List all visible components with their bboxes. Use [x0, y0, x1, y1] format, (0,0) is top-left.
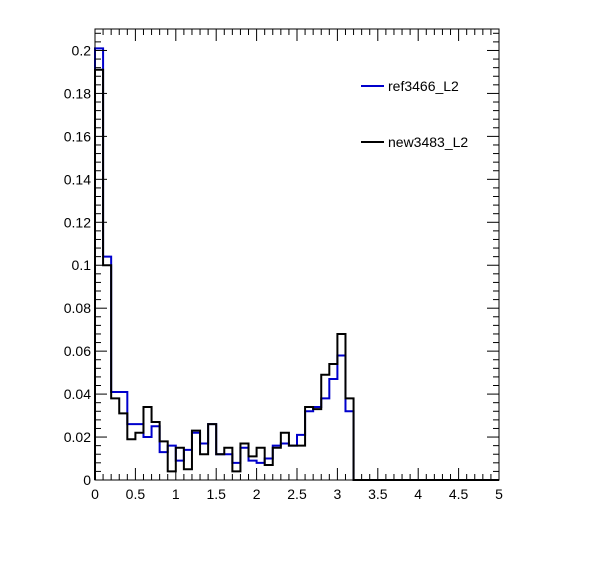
x-tick-label: 2.5 — [287, 486, 307, 502]
y-tick-label: 0.14 — [64, 171, 91, 187]
x-tick-label: 0.5 — [126, 486, 146, 502]
y-tick-label: 0.06 — [64, 343, 91, 359]
y-tick-label: 0.1 — [72, 257, 92, 273]
y-tick-label: 0 — [83, 472, 91, 488]
x-tick-label: 0 — [91, 486, 99, 502]
y-tick-label: 0.16 — [64, 128, 91, 144]
x-tick-label: 1 — [172, 486, 180, 502]
x-tick-label: 4.5 — [449, 486, 469, 502]
x-tick-label: 2 — [253, 486, 261, 502]
y-tick-label: 0.2 — [72, 42, 92, 58]
legend: ref3466_L2 new3483_L2 — [357, 66, 487, 178]
y-tick-label: 0.08 — [64, 300, 91, 316]
x-tick-label: 5 — [495, 486, 503, 502]
y-tick-label: 0.12 — [64, 214, 91, 230]
legend-box — [357, 66, 487, 178]
legend-label-new3483: new3483_L2 — [388, 134, 468, 150]
plot-frame — [94, 28, 500, 481]
x-tick-label: 3 — [334, 486, 342, 502]
x-tick-label: 1.5 — [206, 486, 226, 502]
y-tick-label: 0.18 — [64, 85, 91, 101]
y-tick-label: 0.04 — [64, 386, 91, 402]
y-tick-label: 0.02 — [64, 429, 91, 445]
tick-layer: 0 0.5 1 1.5 2 2.5 3 3.5 4 4.5 5 0 0.02 0.04 0.06 0.08 0.… — [64, 29, 503, 502]
x-tick-label: 4 — [414, 486, 422, 502]
legend-label-ref3466: ref3466_L2 — [388, 78, 459, 94]
x-tick-label: 3.5 — [368, 486, 388, 502]
